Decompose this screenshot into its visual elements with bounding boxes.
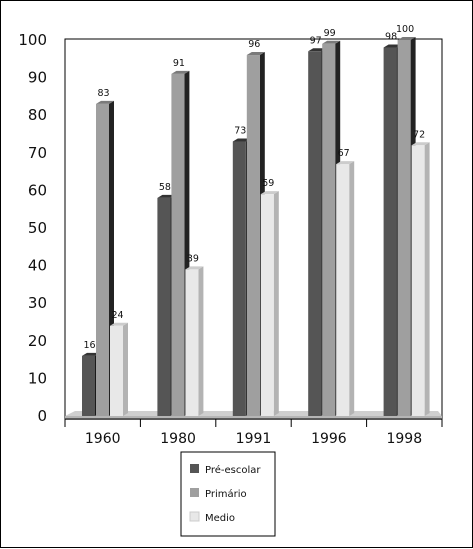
legend-swatch bbox=[189, 511, 200, 522]
data-label: 96 bbox=[248, 39, 260, 50]
bar-top bbox=[157, 194, 176, 198]
y-tick-label: 90 bbox=[28, 69, 47, 87]
bar-top bbox=[322, 40, 341, 44]
data-label: 91 bbox=[173, 58, 185, 69]
y-tick-label: 60 bbox=[28, 181, 47, 199]
legend-label: Primário bbox=[205, 488, 247, 500]
data-label: 97 bbox=[310, 35, 322, 46]
bar bbox=[308, 51, 322, 416]
bar bbox=[260, 194, 274, 416]
bar bbox=[397, 40, 411, 416]
bar-top bbox=[185, 266, 204, 270]
bar bbox=[411, 145, 425, 416]
data-label: 39 bbox=[187, 253, 199, 264]
legend-label: Pré-escolar bbox=[205, 464, 261, 476]
bar-top bbox=[82, 352, 100, 356]
x-tick-label: 1991 bbox=[236, 431, 272, 447]
data-label: 59 bbox=[262, 178, 274, 189]
bar-side bbox=[424, 142, 430, 416]
data-label: 73 bbox=[234, 126, 246, 137]
bar bbox=[246, 55, 260, 416]
data-label: 98 bbox=[385, 32, 397, 43]
legend-swatch bbox=[190, 464, 199, 473]
data-label: 58 bbox=[159, 182, 171, 193]
bar-top bbox=[336, 161, 355, 165]
bar-side bbox=[198, 266, 204, 416]
x-tick-label: 1998 bbox=[386, 431, 422, 447]
bar-top bbox=[397, 37, 416, 40]
bar-side bbox=[273, 191, 279, 416]
bar-top bbox=[171, 70, 190, 74]
bar-top bbox=[110, 322, 128, 326]
data-label: 72 bbox=[413, 129, 425, 140]
bar bbox=[171, 73, 185, 416]
bar bbox=[232, 141, 246, 416]
bar-side bbox=[123, 322, 128, 416]
data-labels: 16 58 73 97 98 83 91 96 99 100 24 39 59 67 72 bbox=[83, 24, 425, 351]
bar bbox=[383, 47, 397, 417]
legend-label: Medio bbox=[205, 513, 235, 524]
y-tick-label: 80 bbox=[28, 106, 47, 124]
bar-top bbox=[246, 52, 265, 56]
bar-side bbox=[349, 161, 355, 416]
floor-front bbox=[65, 416, 442, 420]
bar-series-group bbox=[82, 37, 430, 417]
data-label: 83 bbox=[97, 88, 109, 99]
bar-top bbox=[96, 100, 114, 104]
bar bbox=[185, 269, 199, 416]
x-tick-label: 1980 bbox=[160, 431, 196, 447]
data-label: 24 bbox=[111, 310, 123, 321]
bar bbox=[336, 164, 350, 416]
bar bbox=[157, 197, 171, 416]
bar-top bbox=[308, 48, 327, 52]
data-label: 99 bbox=[324, 28, 336, 39]
bar bbox=[96, 103, 109, 417]
x-tick-label: 1960 bbox=[85, 431, 121, 447]
legend: Pré-escolar Primário Medio bbox=[180, 451, 276, 537]
bar bbox=[322, 43, 336, 416]
data-label: 100 bbox=[396, 24, 414, 35]
x-tick-label: 1996 bbox=[311, 431, 347, 447]
bar-top bbox=[383, 44, 402, 48]
y-tick-label: 30 bbox=[28, 294, 47, 312]
bar bbox=[82, 355, 95, 416]
x-axis: 1960 1980 1991 1996 1998 bbox=[64, 418, 443, 447]
y-tick-label: 70 bbox=[28, 144, 47, 162]
data-label: 67 bbox=[338, 148, 350, 159]
y-tick-label: 40 bbox=[28, 257, 47, 275]
bar bbox=[110, 325, 123, 416]
data-label: 16 bbox=[83, 340, 95, 351]
y-tick-label: 50 bbox=[28, 219, 47, 237]
bar-top bbox=[411, 142, 430, 146]
bar-top bbox=[260, 191, 279, 195]
y-tick-label: 100 bbox=[18, 31, 47, 49]
y-axis: 0 10 20 30 40 50 60 70 80 90 100 bbox=[18, 31, 47, 425]
y-tick-label: 10 bbox=[28, 369, 47, 387]
y-tick-label: 0 bbox=[37, 407, 47, 425]
legend-swatch bbox=[190, 488, 199, 497]
y-tick-label: 20 bbox=[28, 332, 47, 350]
bar-top bbox=[232, 138, 251, 142]
